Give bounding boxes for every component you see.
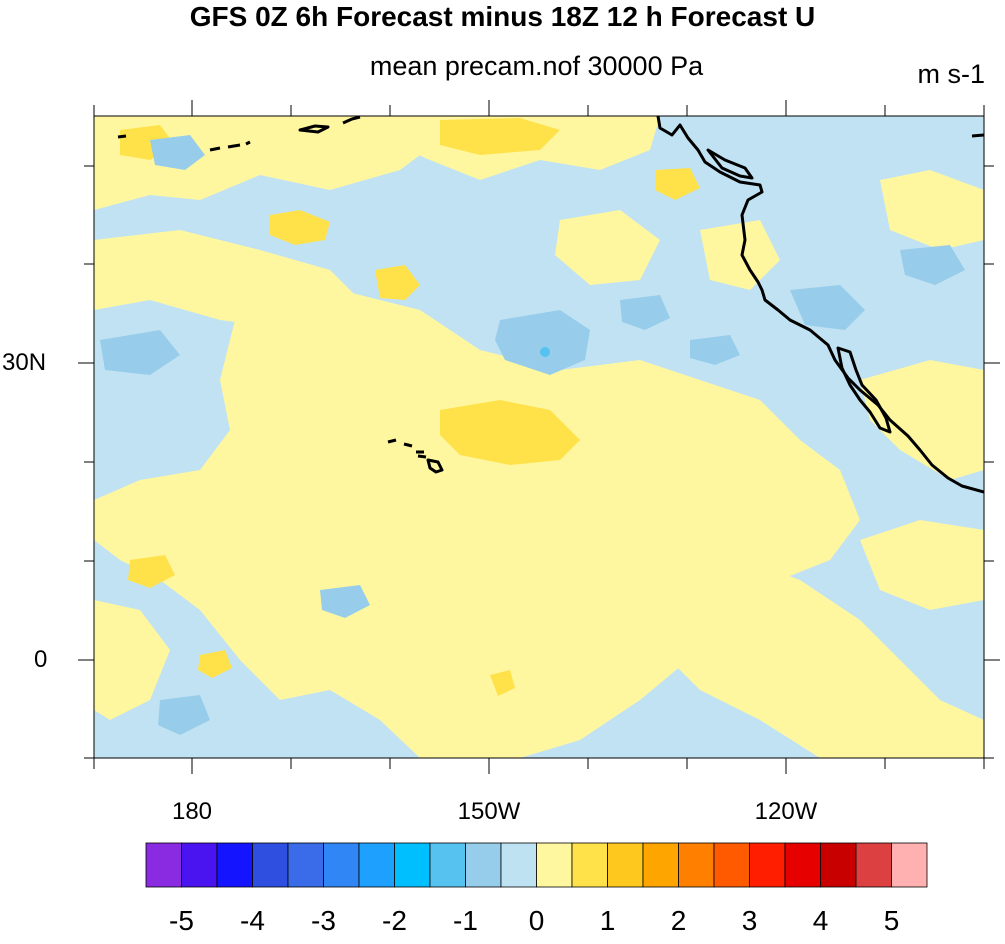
colorbar-tick-label: 4 — [812, 905, 829, 936]
lon-label-180: 180 — [171, 798, 213, 825]
colorbar-tick-label: 2 — [670, 905, 687, 936]
strong-positive-patches — [120, 118, 700, 696]
colorbar-tick-label: -3 — [311, 905, 336, 936]
negative-peak-spot — [540, 347, 550, 357]
colorbar-swatch — [145, 842, 182, 888]
plot-title: GFS 0Z 6h Forecast minus 18Z 12 h Foreca… — [189, 1, 816, 32]
aleutian-island — [342, 116, 361, 125]
colorbar-swatch — [607, 842, 644, 888]
colorbar-tick-label: -1 — [453, 905, 478, 936]
lat-label-0: 0 — [34, 646, 48, 673]
colorbar-swatch — [287, 842, 324, 888]
lat-label-30n: 30N — [2, 349, 47, 376]
lon-label-120w: 120W — [754, 798, 818, 825]
aleutian-islands — [209, 140, 251, 152]
map-frame — [93, 115, 985, 759]
lon-label-150w: 150W — [457, 798, 521, 825]
colorbar-swatch — [820, 842, 857, 888]
aleutian-island — [298, 124, 330, 134]
colorbar-swatch — [216, 842, 253, 888]
colorbar-tick-label: 0 — [528, 905, 545, 936]
colorbar-swatch — [891, 842, 928, 888]
axis-ticks — [78, 100, 1000, 774]
map-field — [94, 116, 984, 758]
colorbar-swatch — [642, 842, 679, 888]
colorbar-swatch — [571, 842, 608, 888]
kauai-island — [387, 438, 397, 444]
colorbar-tick-label: 5 — [883, 905, 900, 936]
oahu-island — [403, 442, 413, 448]
colorbar-swatch — [855, 842, 892, 888]
colorbar-swatch — [358, 842, 395, 888]
plot-subtitle: mean precam.nof 30000 Pa — [369, 51, 704, 81]
colorbar-swatch — [394, 842, 431, 888]
coastlines — [117, 116, 984, 494]
colorbar-tick-label: -5 — [169, 905, 194, 936]
maui-islands — [416, 450, 427, 459]
colorbar-swatch — [749, 842, 786, 888]
colorbar-swatch — [678, 842, 715, 888]
colorbar-swatch — [500, 842, 537, 888]
units-label: m s-1 — [917, 59, 986, 89]
colorbar-swatch — [323, 842, 360, 888]
colorbar-tick-label: 1 — [599, 905, 616, 936]
north-america-coastline — [656, 116, 984, 494]
bay-coastline — [706, 148, 754, 180]
colorbar-swatch — [429, 842, 466, 888]
colorbar-tick-label: 3 — [741, 905, 758, 936]
colorbar-swatch — [252, 842, 289, 888]
coast-fragment — [971, 133, 984, 138]
baja-california-coastline — [836, 346, 892, 434]
colorbar-tick-label: -4 — [240, 905, 265, 936]
colorbar-swatch — [536, 842, 573, 888]
negative-anomaly-patches — [100, 135, 965, 735]
colorbar-tick-label: -2 — [382, 905, 407, 936]
colorbar-swatch — [181, 842, 218, 888]
big-island-hawaii — [426, 458, 444, 474]
colorbar — [145, 842, 928, 888]
colorbar-swatch — [465, 842, 502, 888]
colorbar-swatch — [713, 842, 750, 888]
colorbar-swatch — [784, 842, 821, 888]
small-island — [117, 134, 127, 139]
